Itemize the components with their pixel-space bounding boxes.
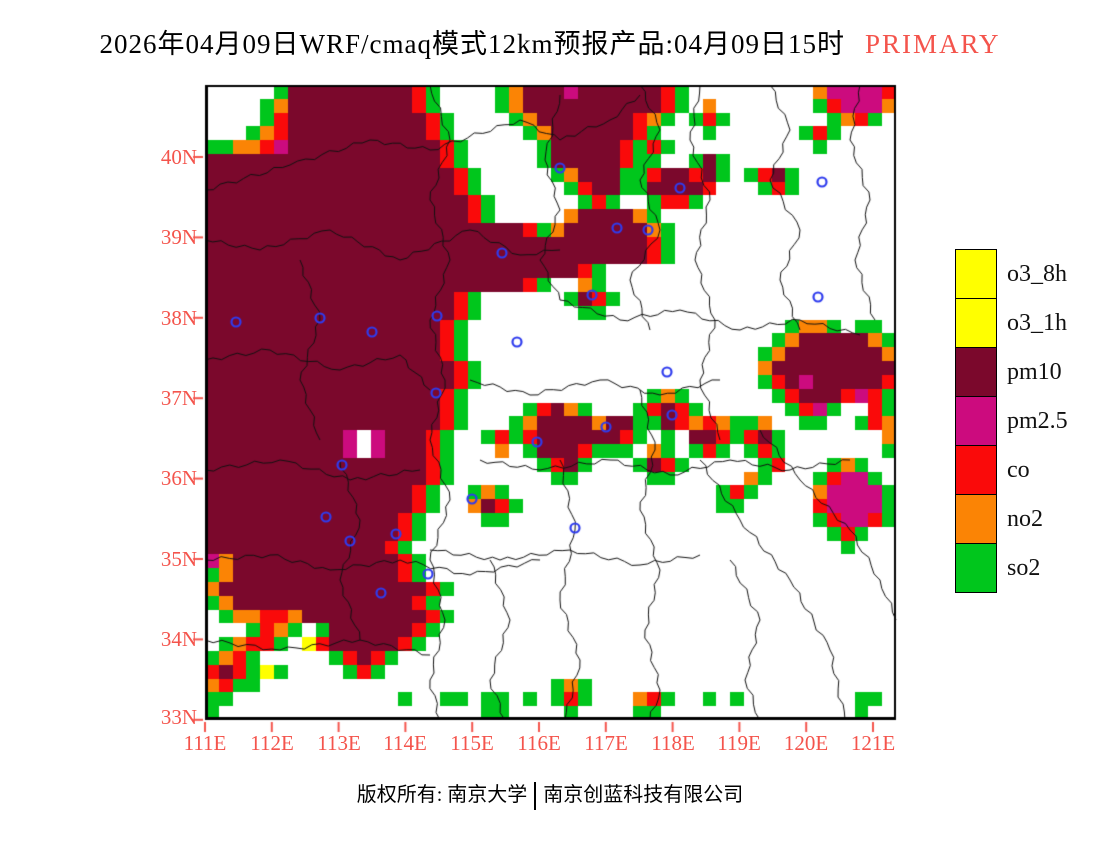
legend-item-o3-1h: o3_1h bbox=[955, 298, 1068, 348]
forecast-map-canvas bbox=[190, 70, 906, 736]
legend-label: co bbox=[1007, 456, 1030, 483]
legend-label: o3_8h bbox=[1007, 260, 1067, 287]
forecast-title-text: 2026年04月09日WRF/cmaq模式12km预报产品:04月09日15时 bbox=[99, 29, 845, 59]
legend-swatch-o3-1h bbox=[955, 298, 997, 348]
legend-item-co: co bbox=[955, 445, 1068, 495]
lon-label-116e: 116E bbox=[517, 731, 561, 755]
lat-label-38n: 38N bbox=[160, 306, 197, 330]
lat-label-33n: 33N bbox=[160, 705, 197, 729]
legend-label: no2 bbox=[1007, 505, 1043, 532]
lat-label-39n: 39N bbox=[160, 225, 197, 249]
lon-label-121e: 121E bbox=[850, 731, 896, 755]
legend-item-o3-8h: o3_8h bbox=[955, 249, 1068, 299]
legend-label: pm10 bbox=[1007, 358, 1062, 385]
legend-swatch-so2 bbox=[955, 543, 997, 593]
legend-label: pm2.5 bbox=[1007, 407, 1068, 434]
lat-label-36n: 36N bbox=[160, 466, 197, 490]
lon-label-115e: 115E bbox=[450, 731, 494, 755]
lat-label-40n: 40N bbox=[160, 145, 197, 169]
lat-label-37n: 37N bbox=[160, 386, 197, 410]
lon-label-118e: 118E bbox=[651, 731, 695, 755]
legend-swatch-pm10 bbox=[955, 347, 997, 397]
legend-swatch-pm25 bbox=[955, 396, 997, 446]
lon-label-113e: 113E bbox=[317, 731, 361, 755]
page-title: 2026年04月09日WRF/cmaq模式12km预报产品:04月09日15时 … bbox=[0, 22, 1100, 61]
legend-item-so2: so2 bbox=[955, 543, 1068, 593]
lon-label-111e: 111E bbox=[183, 731, 227, 755]
lon-label-120e: 120E bbox=[783, 731, 829, 755]
lon-label-112e: 112E bbox=[250, 731, 294, 755]
copyright-footer: 版权所有: 南京大学 南京创蓝科技有限公司 bbox=[0, 778, 1100, 811]
legend-swatch-co bbox=[955, 445, 997, 495]
pollutant-legend: o3_8h o3_1h pm10 pm2.5 co no2 so2 bbox=[955, 249, 1068, 593]
lon-label-119e: 119E bbox=[717, 731, 761, 755]
legend-item-no2: no2 bbox=[955, 494, 1068, 544]
lon-label-117e: 117E bbox=[584, 731, 628, 755]
legend-label: so2 bbox=[1007, 554, 1041, 581]
lat-label-35n: 35N bbox=[160, 547, 197, 571]
legend-swatch-no2 bbox=[955, 494, 997, 544]
legend-label: o3_1h bbox=[1007, 309, 1067, 336]
pollutant-mode-tag: PRIMARY bbox=[864, 29, 1001, 59]
copyright-text: 版权所有: 南京大学 bbox=[356, 784, 528, 806]
company-text: 南京创蓝科技有限公司 bbox=[543, 784, 744, 806]
legend-item-pm25: pm2.5 bbox=[955, 396, 1068, 446]
legend-swatch-o3-8h bbox=[955, 249, 997, 299]
lon-label-114e: 114E bbox=[383, 731, 427, 755]
lat-label-34n: 34N bbox=[160, 627, 197, 651]
footer-divider bbox=[534, 782, 537, 811]
legend-item-pm10: pm10 bbox=[955, 347, 1068, 397]
